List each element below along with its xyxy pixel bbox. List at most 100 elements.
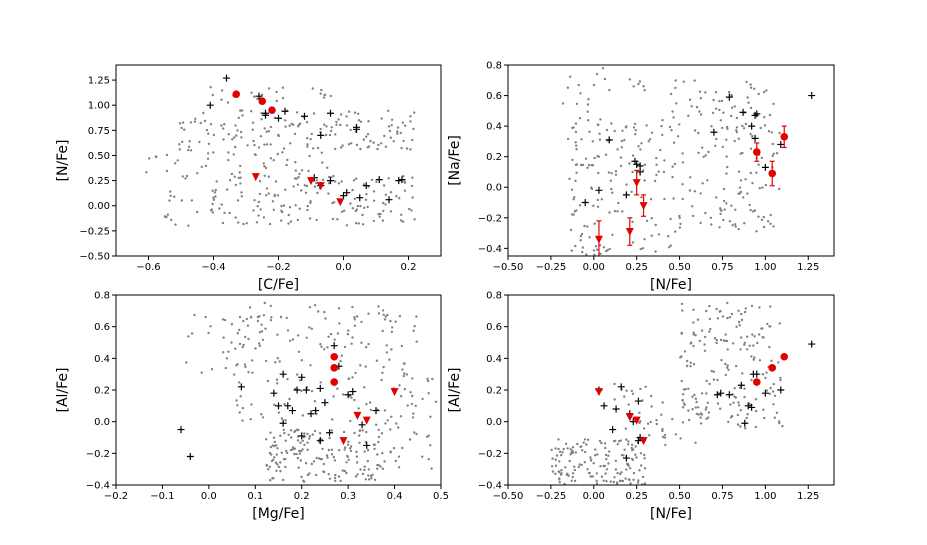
background-point bbox=[697, 413, 700, 416]
background-point bbox=[282, 147, 286, 150]
background-point bbox=[760, 156, 763, 160]
cross-point bbox=[609, 426, 617, 434]
background-point bbox=[325, 454, 329, 457]
background-point bbox=[594, 448, 597, 451]
background-point bbox=[381, 371, 384, 375]
cross-point bbox=[725, 93, 733, 101]
background-point bbox=[753, 87, 756, 91]
background-point bbox=[329, 332, 333, 336]
background-point bbox=[600, 198, 604, 201]
background-point bbox=[580, 463, 583, 467]
background-point bbox=[390, 118, 394, 122]
background-point bbox=[382, 313, 385, 316]
background-point bbox=[264, 194, 268, 197]
background-point bbox=[317, 310, 320, 313]
background-point bbox=[645, 219, 649, 223]
background-point bbox=[354, 222, 358, 225]
background-point bbox=[275, 444, 278, 447]
background-point bbox=[660, 413, 663, 416]
background-point bbox=[303, 432, 306, 435]
background-point bbox=[324, 133, 328, 137]
background-point bbox=[180, 126, 183, 130]
background-point bbox=[561, 102, 565, 105]
background-point bbox=[722, 187, 726, 191]
cross-point bbox=[748, 403, 756, 411]
background-point bbox=[343, 345, 347, 349]
background-point bbox=[675, 102, 678, 105]
y-tick-label: 0.00 bbox=[88, 201, 110, 212]
background-point bbox=[698, 339, 702, 343]
background-point bbox=[252, 209, 255, 212]
background-point bbox=[702, 155, 705, 158]
background-point bbox=[604, 153, 608, 156]
triangle-point bbox=[625, 413, 634, 422]
background-point bbox=[726, 316, 729, 320]
background-point bbox=[643, 482, 647, 485]
background-point bbox=[187, 148, 190, 152]
cross-point bbox=[395, 177, 403, 185]
background-point bbox=[308, 326, 311, 329]
background-point bbox=[431, 377, 434, 381]
background-point bbox=[390, 348, 393, 351]
background-point bbox=[237, 176, 240, 180]
background-point bbox=[598, 132, 601, 135]
background-point bbox=[306, 136, 309, 140]
background-point bbox=[370, 178, 374, 182]
background-point bbox=[663, 436, 667, 439]
background-point bbox=[403, 124, 407, 127]
background-point bbox=[568, 177, 571, 180]
background-point bbox=[609, 179, 612, 182]
background-point bbox=[719, 309, 722, 313]
cross-point bbox=[636, 162, 644, 170]
background-point bbox=[719, 338, 723, 342]
background-point bbox=[265, 438, 268, 441]
background-point bbox=[377, 312, 381, 315]
background-point bbox=[296, 456, 300, 460]
background-point bbox=[566, 137, 570, 141]
background-point bbox=[429, 415, 432, 418]
background-point bbox=[664, 443, 667, 447]
background-point bbox=[661, 401, 664, 404]
background-point bbox=[761, 186, 764, 189]
background-point bbox=[174, 162, 177, 165]
background-point bbox=[258, 342, 261, 345]
background-point bbox=[613, 129, 616, 133]
background-point bbox=[591, 164, 595, 167]
background-point bbox=[751, 333, 754, 336]
x-tick-label: 0.50 bbox=[668, 491, 690, 502]
background-point bbox=[410, 402, 413, 406]
background-point bbox=[241, 345, 244, 349]
background-point bbox=[700, 413, 704, 416]
background-point bbox=[598, 439, 602, 443]
background-point bbox=[251, 359, 254, 362]
background-point bbox=[276, 463, 279, 466]
y-tick-label: 0.4 bbox=[486, 122, 502, 133]
background-point bbox=[743, 387, 746, 390]
background-point bbox=[619, 439, 622, 442]
background-point bbox=[678, 216, 681, 219]
background-point bbox=[207, 331, 210, 335]
background-point bbox=[661, 427, 664, 431]
background-point bbox=[288, 124, 291, 128]
background-point bbox=[320, 151, 323, 154]
triangle-point bbox=[353, 411, 362, 420]
background-point bbox=[344, 446, 347, 449]
background-point bbox=[723, 199, 726, 203]
background-point bbox=[299, 441, 302, 444]
background-point bbox=[300, 189, 303, 192]
background-point bbox=[377, 143, 380, 147]
background-point bbox=[705, 406, 708, 409]
background-point bbox=[323, 310, 326, 314]
background-point bbox=[265, 187, 269, 190]
background-point bbox=[369, 474, 373, 478]
background-point bbox=[350, 342, 353, 345]
background-point bbox=[262, 162, 265, 165]
circle-point bbox=[780, 133, 789, 141]
background-point bbox=[630, 443, 634, 447]
background-sample bbox=[185, 301, 438, 483]
background-point bbox=[297, 428, 300, 432]
background-point bbox=[322, 96, 326, 99]
background-point bbox=[698, 90, 702, 93]
cross-point bbox=[808, 340, 816, 348]
x-tick-label: −0.2 bbox=[266, 262, 290, 273]
